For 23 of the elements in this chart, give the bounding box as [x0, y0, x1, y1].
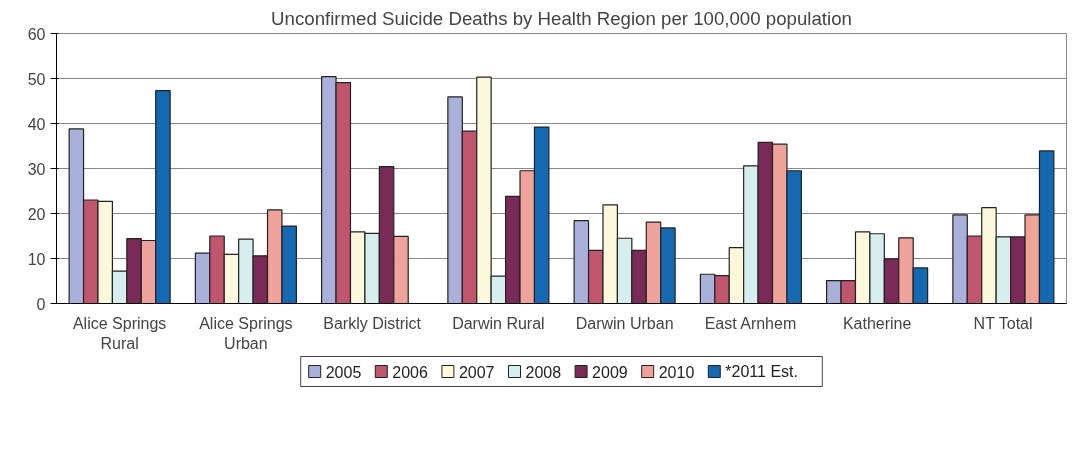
y-tick-label: 30	[27, 160, 46, 178]
legend-label: *2011 Est.	[725, 363, 798, 380]
legend-label: 2008	[525, 363, 562, 381]
y-tick-label: 40	[27, 115, 46, 133]
x-tick-label: East Arnhem	[704, 314, 797, 332]
x-tick-label: Katherine	[842, 314, 912, 332]
x-tick-label: Alice Springs Rural	[72, 314, 167, 352]
legend-label: 2005	[325, 363, 362, 381]
chart-title: Unconfirmed Suicide Deaths by Health Region per 100,000 population	[271, 7, 852, 29]
legend-label: 2010	[658, 363, 695, 381]
legend-label: 2009	[592, 363, 628, 381]
x-tick-label: Alice Springs Urban	[199, 314, 293, 352]
legend-label: 2006	[392, 363, 428, 381]
x-tick-label: Barkly District	[323, 314, 422, 332]
y-tick-label: 10	[27, 250, 46, 268]
x-tick-label: Darwin Rural	[452, 314, 545, 332]
x-tick-label: NT Total	[973, 314, 1033, 332]
x-tick-label: Darwin Urban	[575, 314, 674, 332]
legend-label: 2007	[458, 363, 495, 381]
y-tick-label: 60	[27, 25, 46, 43]
y-tick-label: 50	[27, 70, 46, 88]
y-tick-label: 0	[36, 295, 46, 313]
y-tick-label: 20	[27, 205, 46, 223]
